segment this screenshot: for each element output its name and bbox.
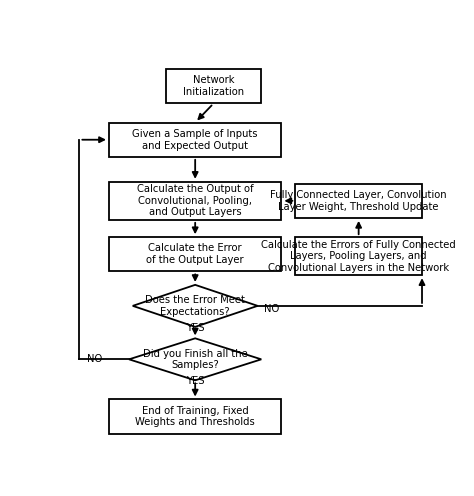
Text: YES: YES [186, 376, 204, 386]
FancyBboxPatch shape [109, 237, 282, 271]
FancyBboxPatch shape [295, 237, 422, 275]
FancyBboxPatch shape [295, 184, 422, 218]
Text: Calculate the Errors of Fully Connected
Layers, Pooling Layers, and
Convolutiona: Calculate the Errors of Fully Connected … [261, 240, 456, 273]
Text: YES: YES [186, 322, 204, 333]
Text: NO: NO [264, 304, 279, 313]
Text: Does the Error Meet
Expectations?: Does the Error Meet Expectations? [145, 295, 245, 316]
Text: Network
Initialization: Network Initialization [183, 75, 244, 97]
FancyBboxPatch shape [109, 182, 282, 220]
Text: Did you Finish all the
Samples?: Did you Finish all the Samples? [143, 349, 247, 370]
Polygon shape [133, 285, 258, 327]
FancyBboxPatch shape [166, 69, 261, 104]
Polygon shape [129, 338, 261, 380]
FancyBboxPatch shape [109, 123, 282, 157]
Text: End of Training, Fixed
Weights and Thresholds: End of Training, Fixed Weights and Thres… [135, 406, 255, 428]
Text: Calculate the Output of
Convolutional, Pooling,
and Output Layers: Calculate the Output of Convolutional, P… [137, 184, 254, 217]
Text: Fully Connected Layer, Convolution
Layer Weight, Threshold Update: Fully Connected Layer, Convolution Layer… [270, 190, 447, 212]
Text: Given a Sample of Inputs
and Expected Output: Given a Sample of Inputs and Expected Ou… [132, 129, 258, 150]
Text: Calculate the Error
of the Output Layer: Calculate the Error of the Output Layer [146, 244, 244, 265]
Text: NO: NO [87, 354, 102, 365]
FancyBboxPatch shape [109, 399, 282, 434]
